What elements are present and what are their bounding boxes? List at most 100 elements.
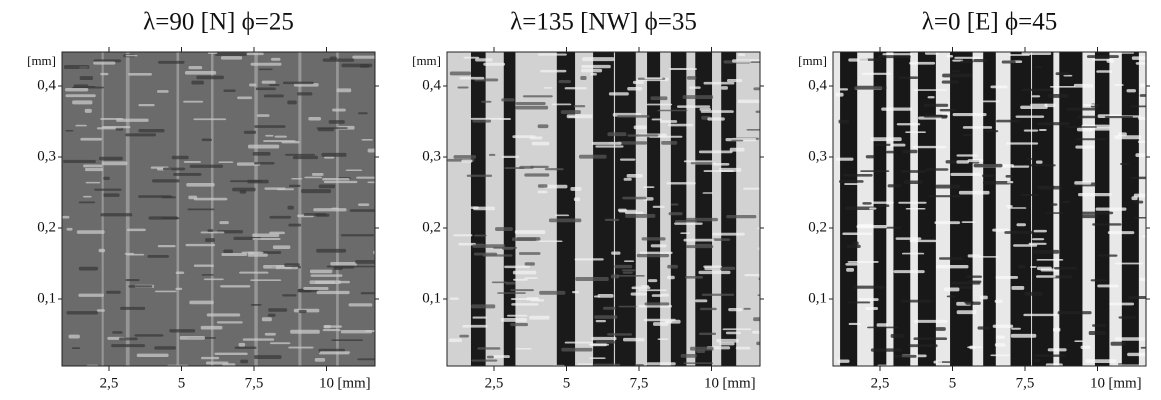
streak — [657, 109, 688, 112]
streak — [531, 141, 550, 146]
streak — [1074, 340, 1084, 343]
streak — [328, 120, 345, 124]
streak — [660, 293, 669, 297]
streak — [719, 342, 735, 346]
streak — [995, 275, 1019, 279]
x-tick-label: 7,5 — [245, 375, 264, 391]
streak — [1131, 56, 1146, 60]
streak — [1073, 83, 1094, 88]
streak — [982, 100, 1000, 103]
streak — [967, 254, 981, 258]
streak — [1055, 72, 1070, 76]
streak — [311, 172, 324, 176]
streak — [581, 64, 611, 69]
streak — [848, 301, 871, 304]
streak — [893, 354, 917, 358]
streak — [201, 138, 212, 142]
streak — [68, 334, 80, 339]
x-tick-label: 10 — [1090, 375, 1105, 391]
streak — [1138, 116, 1146, 120]
streak — [512, 135, 536, 139]
streak — [950, 281, 981, 285]
streak — [544, 168, 564, 171]
streak — [986, 130, 999, 133]
streak — [85, 181, 101, 184]
streak — [992, 324, 1014, 328]
streak — [956, 310, 977, 315]
streak — [964, 301, 974, 304]
streak — [700, 307, 717, 311]
y-tick-label: 0,1 — [37, 290, 56, 306]
streak — [207, 52, 218, 55]
streak — [471, 359, 498, 362]
stripe — [983, 52, 996, 366]
y-tick-label: 0,4 — [808, 77, 827, 93]
streak — [861, 72, 891, 75]
streak — [582, 57, 615, 62]
streak — [676, 105, 711, 108]
streak — [979, 295, 988, 300]
streak — [757, 227, 760, 230]
streak — [1030, 266, 1037, 268]
streak — [511, 303, 539, 306]
streak — [956, 160, 969, 164]
streak — [189, 300, 214, 305]
streak — [905, 131, 926, 133]
stripe — [556, 52, 576, 366]
streak — [1128, 295, 1146, 299]
streak — [349, 209, 375, 212]
streak — [537, 124, 549, 129]
streak — [666, 182, 696, 185]
streak — [234, 346, 257, 349]
streak — [205, 238, 215, 242]
streak — [506, 314, 528, 317]
x-tick-label: 2,5 — [485, 375, 504, 391]
streak — [952, 113, 987, 117]
streak — [79, 76, 94, 81]
streak — [72, 100, 93, 105]
streak — [252, 152, 271, 156]
streak — [78, 293, 105, 297]
streak — [1104, 115, 1134, 119]
streak — [284, 263, 300, 267]
streak — [304, 176, 323, 179]
streak — [147, 255, 169, 258]
streak — [1024, 164, 1056, 167]
streak — [193, 118, 227, 121]
streak — [902, 149, 918, 154]
streak — [650, 244, 667, 248]
streak — [961, 221, 976, 223]
streak — [716, 338, 739, 343]
streak — [160, 217, 180, 219]
streak — [459, 334, 469, 338]
streak — [162, 167, 186, 171]
streak — [900, 299, 934, 303]
streak — [847, 260, 879, 263]
streak — [63, 65, 90, 69]
streak — [263, 94, 284, 98]
streak — [935, 327, 946, 331]
streak — [537, 190, 548, 194]
streak — [898, 201, 927, 204]
streak — [667, 264, 678, 269]
streak — [725, 331, 741, 335]
streak — [232, 187, 256, 192]
streak — [288, 223, 302, 227]
streak — [348, 303, 373, 307]
streak — [608, 92, 629, 96]
streak — [1139, 83, 1146, 88]
streak — [638, 304, 672, 308]
streak — [1005, 174, 1014, 178]
streak — [893, 270, 925, 274]
stripe — [503, 52, 516, 366]
streak — [1133, 193, 1146, 198]
x-tick-label: 10 — [319, 375, 334, 391]
streak — [610, 274, 620, 279]
streak — [753, 317, 760, 322]
streak — [668, 68, 697, 71]
streak — [683, 238, 715, 242]
streak — [501, 98, 515, 102]
streak — [1092, 58, 1113, 61]
streak — [267, 313, 276, 317]
streak — [653, 322, 669, 326]
